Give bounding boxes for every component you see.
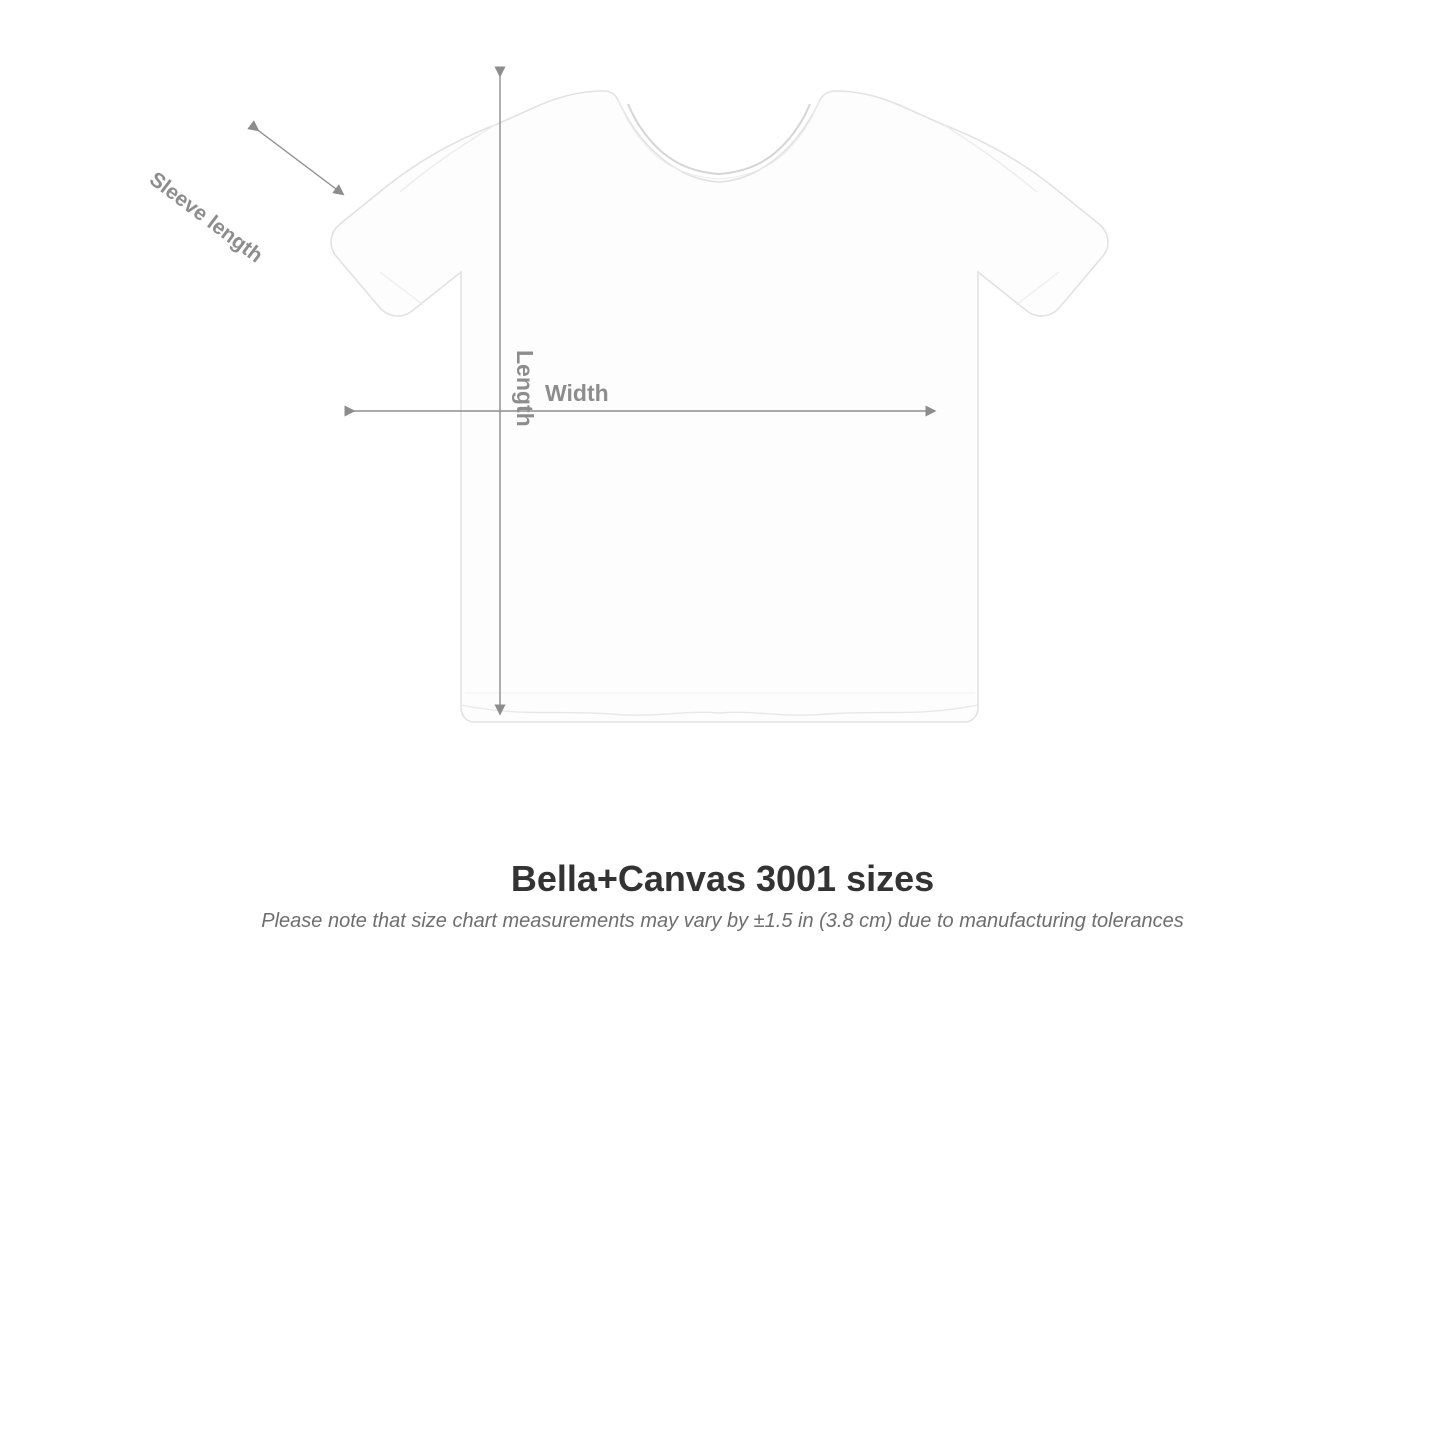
svg-text:Length: Length: [512, 350, 538, 427]
svg-text:Width: Width: [545, 380, 609, 406]
svg-text:Sleeve length: Sleeve length: [145, 168, 267, 268]
